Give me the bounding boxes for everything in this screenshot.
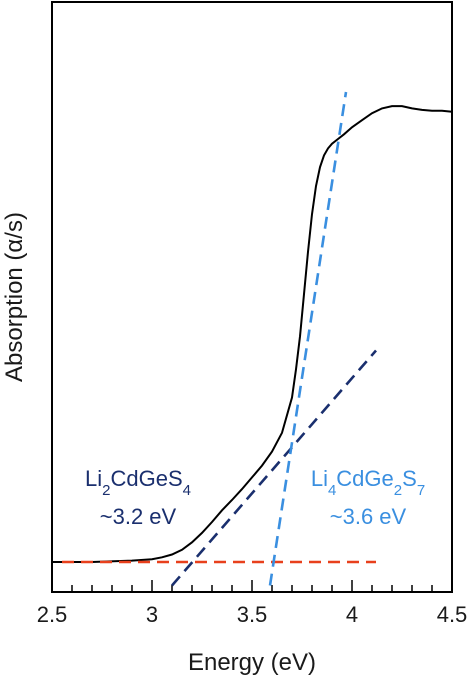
x-tick-label: 4	[346, 602, 358, 627]
x-tick-label: 3.5	[237, 602, 268, 627]
li2-formula-label: Li2CdGeS4	[85, 466, 191, 499]
li2-value-label: ~3.2 eV	[100, 504, 177, 529]
li4-formula-label: Li4CdGe2S7	[311, 466, 425, 499]
absorption-curve	[52, 105, 452, 563]
x-axis-tick-labels: 2.5 3 3.5 4 4.5	[37, 602, 468, 627]
x-tick-label: 2.5	[37, 602, 68, 627]
x-axis-label: Energy (eV)	[188, 649, 316, 676]
x-axis-ticks	[51, 580, 453, 592]
x-tick-label: 4.5	[437, 602, 468, 627]
li2cdges4-fit-line	[171, 349, 377, 587]
y-axis-label: Absorption (α/s)	[1, 212, 28, 382]
series-group	[52, 91, 452, 587]
annotations-group: Li2CdGeS4 ~3.2 eV Li4CdGe2S7 ~3.6 eV	[85, 466, 425, 529]
x-tick-label: 3	[146, 602, 158, 627]
li4cdge2s7-fit-line	[268, 91, 348, 586]
li4-value-label: ~3.6 eV	[330, 504, 407, 529]
